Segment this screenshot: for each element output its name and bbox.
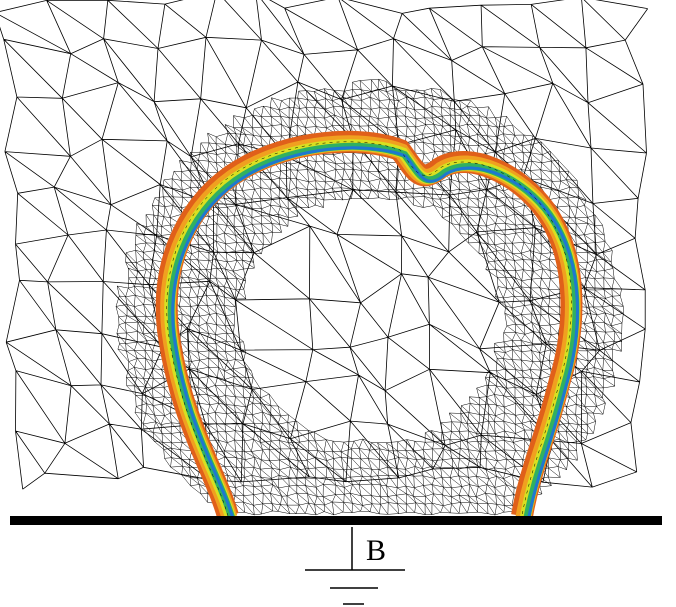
figure-label: B xyxy=(366,534,386,567)
figure: B xyxy=(0,0,676,607)
mesh-figure: B xyxy=(0,0,676,607)
base-plate xyxy=(10,516,662,525)
